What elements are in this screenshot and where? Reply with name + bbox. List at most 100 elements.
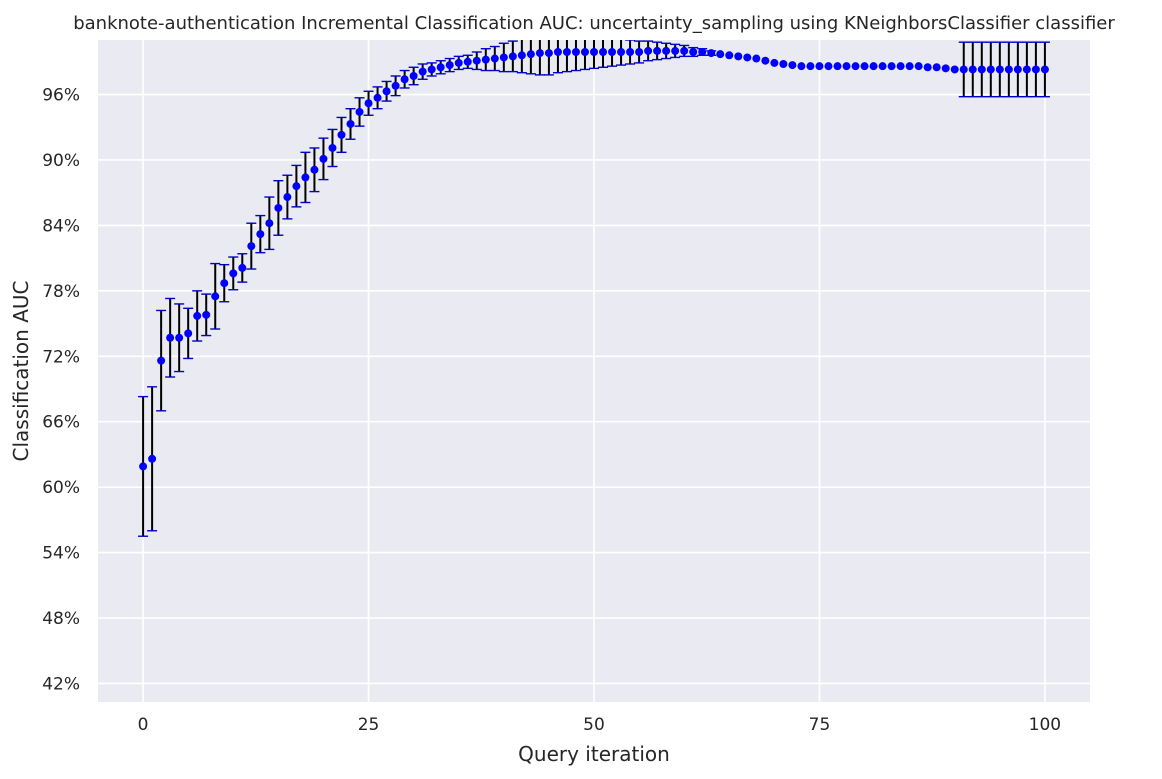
data-point	[256, 230, 265, 239]
data-point	[346, 119, 355, 128]
data-point	[409, 71, 418, 80]
data-point	[490, 54, 499, 63]
y-tick-labels: 42% 48% 54% 60% 66% 72% 78% 84% 90% 96%	[42, 86, 80, 695]
data-point	[617, 47, 626, 56]
y-tick-label: 90%	[42, 151, 80, 171]
data-point	[662, 46, 671, 55]
data-point	[274, 203, 283, 212]
data-point	[689, 47, 698, 56]
data-point	[193, 311, 202, 320]
data-point	[499, 53, 508, 62]
data-point	[301, 173, 310, 182]
data-point	[472, 56, 481, 65]
data-point	[680, 46, 689, 55]
x-tick-labels: 0 25 50 75 100	[138, 715, 1061, 735]
data-point	[869, 62, 878, 71]
data-point	[229, 269, 238, 278]
data-point	[1004, 65, 1013, 74]
data-point	[328, 143, 337, 152]
data-point	[292, 182, 301, 191]
data-point	[635, 47, 644, 56]
data-point	[166, 333, 175, 342]
y-tick-label: 54%	[42, 544, 80, 564]
data-point	[995, 65, 1004, 74]
data-point	[833, 62, 842, 71]
data-point	[914, 62, 923, 71]
data-point	[373, 93, 382, 102]
data-point	[220, 279, 229, 288]
data-point	[310, 165, 319, 174]
data-point	[725, 51, 734, 60]
data-point	[716, 50, 725, 59]
x-tick-label: 50	[583, 715, 605, 735]
data-point	[842, 62, 851, 71]
data-point	[355, 107, 364, 116]
data-point	[932, 63, 941, 72]
data-point	[860, 62, 869, 71]
y-tick-label: 66%	[42, 413, 80, 433]
data-point	[752, 54, 761, 63]
data-point	[590, 47, 598, 56]
x-axis-label: Query iteration	[518, 742, 670, 766]
y-tick-label: 96%	[42, 86, 80, 106]
data-point	[517, 51, 526, 60]
data-point	[896, 62, 905, 71]
y-tick-label: 60%	[42, 478, 80, 498]
data-point	[671, 46, 680, 55]
data-point	[986, 65, 995, 74]
data-point	[905, 62, 914, 71]
x-tick-label: 75	[809, 715, 831, 735]
data-point	[481, 55, 490, 64]
data-point	[580, 47, 589, 56]
data-point	[211, 292, 220, 301]
data-point	[508, 52, 517, 61]
data-point	[364, 99, 373, 108]
data-point	[562, 47, 571, 56]
data-point	[788, 61, 797, 70]
data-point	[824, 62, 833, 71]
data-point	[1040, 65, 1049, 74]
data-point	[878, 62, 887, 71]
y-tick-label: 42%	[42, 674, 80, 694]
data-point	[977, 65, 986, 74]
data-point	[337, 130, 346, 139]
data-point	[148, 454, 157, 463]
data-point	[427, 65, 436, 74]
point-group	[139, 46, 1049, 471]
gridlines	[98, 40, 1090, 702]
data-point	[139, 462, 148, 471]
data-point	[734, 52, 743, 61]
data-point	[436, 63, 445, 72]
y-axis-label: Classification AUC	[9, 281, 33, 462]
y-tick-label: 48%	[42, 609, 80, 629]
data-point	[238, 263, 247, 272]
data-point	[571, 47, 580, 56]
data-point	[1022, 65, 1031, 74]
data-point	[157, 356, 166, 365]
y-tick-label: 78%	[42, 282, 80, 302]
data-point	[779, 59, 788, 68]
data-point	[400, 75, 409, 84]
data-point	[544, 49, 553, 58]
data-point	[707, 49, 716, 58]
data-point	[959, 65, 968, 74]
data-point	[391, 81, 400, 90]
data-point	[851, 62, 860, 71]
data-point	[418, 67, 427, 76]
x-tick-label: 25	[358, 715, 380, 735]
data-point	[184, 329, 193, 338]
chart-title: banknote-authentication Incremental Clas…	[73, 13, 1115, 34]
data-point	[283, 193, 292, 202]
y-tick-label: 84%	[42, 216, 80, 236]
data-point	[761, 56, 770, 65]
data-point	[923, 63, 932, 72]
data-point	[526, 50, 535, 59]
data-point	[319, 154, 328, 163]
data-point	[454, 58, 463, 67]
data-point	[247, 242, 256, 251]
data-point	[445, 61, 454, 70]
data-point	[743, 53, 752, 62]
data-point	[698, 47, 707, 56]
data-point	[770, 58, 779, 67]
x-tick-label: 0	[138, 715, 149, 735]
